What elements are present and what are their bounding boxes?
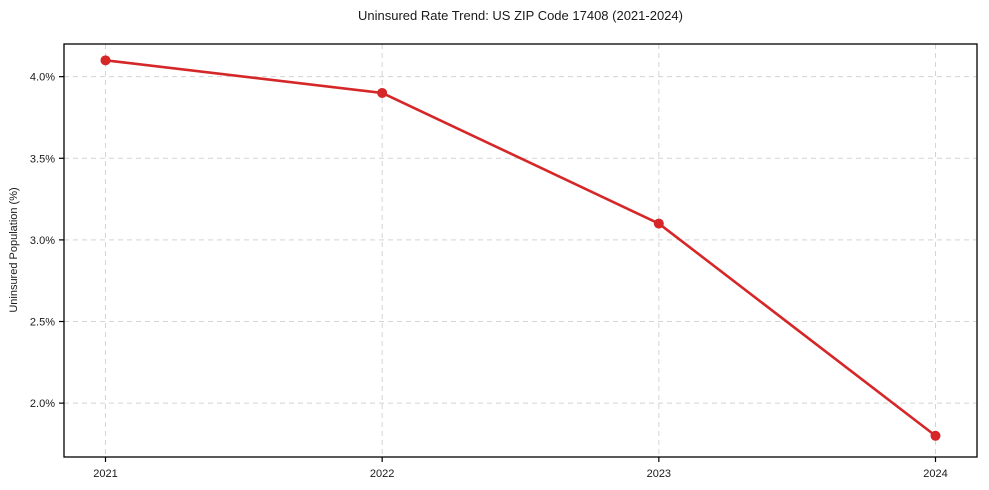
data-point-marker	[653, 218, 664, 229]
x-tick-label: 2022	[370, 468, 394, 480]
chart-title: Uninsured Rate Trend: US ZIP Code 17408 …	[358, 8, 683, 23]
data-point-marker	[100, 55, 111, 66]
x-tick-label: 2023	[647, 468, 671, 480]
x-tick-label: 2024	[923, 468, 947, 480]
plot-frame	[63, 43, 978, 458]
x-tick-label: 2021	[93, 468, 117, 480]
y-tick-label: 2.5%	[30, 317, 55, 329]
data-point-marker	[377, 87, 388, 98]
y-tick-label: 2.0%	[30, 398, 55, 410]
y-tick-label: 3.5%	[30, 153, 55, 165]
trend-line	[104, 59, 937, 438]
y-tick-label: 4.0%	[30, 72, 55, 84]
data-point-marker	[930, 430, 941, 441]
y-tick-label: 3.0%	[30, 235, 55, 247]
